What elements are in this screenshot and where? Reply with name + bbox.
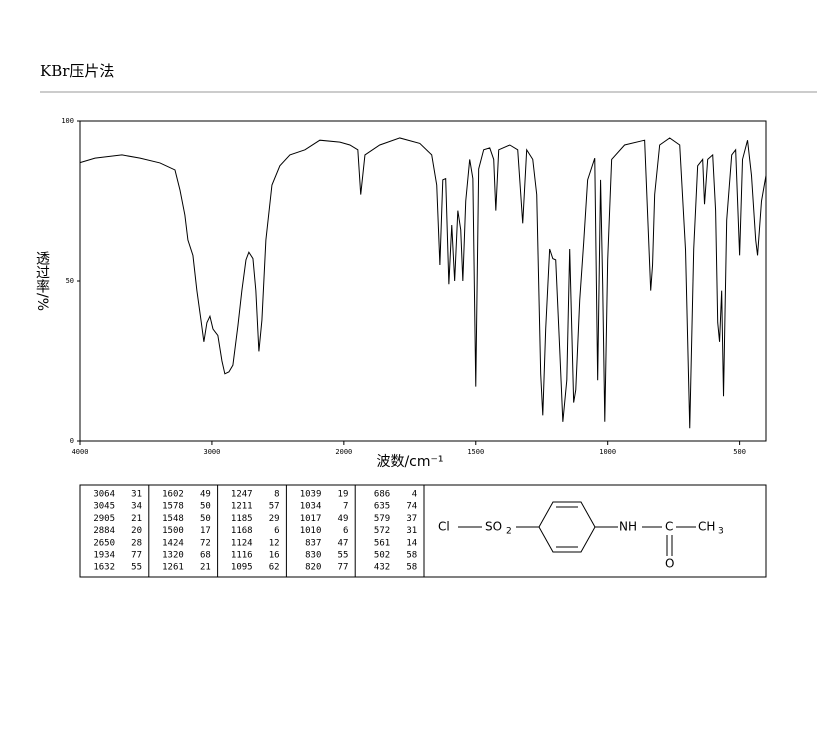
atom-label: NH — [619, 520, 637, 534]
x-tick-label: 500 — [733, 448, 746, 456]
peak-transmittance: 14 — [406, 538, 417, 548]
peak-wavenumber: 3045 — [93, 502, 115, 512]
peak-wavenumber: 1500 — [162, 526, 184, 536]
peak-transmittance: 4 — [412, 490, 417, 500]
peak-wavenumber: 837 — [305, 538, 321, 548]
peak-wavenumber: 1578 — [162, 502, 184, 512]
peak-wavenumber: 1095 — [231, 563, 253, 573]
x-tick-label: 1500 — [467, 448, 484, 456]
peak-transmittance: 50 — [200, 502, 211, 512]
peak-transmittance: 57 — [269, 502, 280, 512]
peak-transmittance: 20 — [131, 526, 142, 536]
peak-transmittance: 17 — [200, 526, 211, 536]
x-tick-label: 1000 — [599, 448, 616, 456]
peak-wavenumber: 820 — [305, 563, 321, 573]
peak-transmittance: 77 — [131, 551, 142, 561]
peak-wavenumber: 1034 — [300, 502, 322, 512]
peak-wavenumber: 1632 — [93, 563, 115, 573]
peak-wavenumber: 2905 — [93, 514, 115, 524]
peak-wavenumber: 635 — [374, 502, 390, 512]
plot-frame — [79, 120, 767, 442]
peak-wavenumber: 1039 — [300, 490, 322, 500]
peak-transmittance: 12 — [269, 538, 280, 548]
peak-transmittance: 8 — [274, 490, 279, 500]
peak-wavenumber: 1211 — [231, 502, 253, 512]
peak-transmittance: 6 — [274, 526, 279, 536]
peak-transmittance: 58 — [406, 563, 417, 573]
peak-wavenumber: 1017 — [300, 514, 322, 524]
atom-label: SO — [485, 520, 502, 534]
peak-transmittance: 72 — [200, 538, 211, 548]
peak-wavenumber: 1247 — [231, 490, 253, 500]
structure — [458, 501, 696, 556]
peak-transmittance: 28 — [131, 538, 142, 548]
atom-subscript: 3 — [718, 527, 724, 537]
peak-wavenumber: 1185 — [231, 514, 253, 524]
peak-transmittance: 55 — [131, 563, 142, 573]
atom-label: CH — [698, 520, 715, 534]
peak-transmittance: 49 — [200, 490, 211, 500]
peak-transmittance: 50 — [200, 514, 211, 524]
peak-wavenumber: 1320 — [162, 551, 184, 561]
peak-transmittance: 77 — [338, 563, 349, 573]
peak-transmittance: 55 — [338, 551, 349, 561]
peak-transmittance: 62 — [269, 563, 280, 573]
peak-transmittance: 7 — [343, 502, 348, 512]
peak-wavenumber: 1116 — [231, 551, 253, 561]
peak-wavenumber: 2650 — [93, 538, 115, 548]
peak-transmittance: 6 — [343, 526, 348, 536]
peak-wavenumber: 1602 — [162, 490, 184, 500]
peak-transmittance: 47 — [338, 538, 349, 548]
benzene-ring — [538, 501, 596, 553]
peak-transmittance: 49 — [338, 514, 349, 524]
x-tick-label: 3000 — [203, 448, 220, 456]
atom-subscript: 2 — [506, 527, 512, 537]
peak-wavenumber: 432 — [374, 563, 390, 573]
peak-transmittance: 16 — [269, 551, 280, 561]
atom-label: O — [665, 557, 674, 571]
peak-wavenumber: 1124 — [231, 538, 253, 548]
peak-wavenumber: 686 — [374, 490, 390, 500]
peak-wavenumber: 502 — [374, 551, 390, 561]
peak-transmittance: 74 — [406, 502, 417, 512]
peak-wavenumber: 1548 — [162, 514, 184, 524]
peak-wavenumber: 3064 — [93, 490, 115, 500]
peak-transmittance: 68 — [200, 551, 211, 561]
y-axis-label: 透过率/% — [34, 251, 50, 311]
atom-label: Cl — [438, 520, 450, 534]
atom-label: C — [665, 520, 673, 534]
y-tick-label: 100 — [61, 117, 74, 125]
peak-transmittance: 37 — [406, 514, 417, 524]
peak-wavenumber: 1934 — [93, 551, 115, 561]
y-tick-label: 50 — [66, 277, 74, 285]
peak-transmittance: 29 — [269, 514, 280, 524]
peak-transmittance: 31 — [131, 490, 142, 500]
table-frame — [79, 484, 767, 578]
x-axis-label: 波数/cm⁻¹ — [376, 454, 443, 470]
peak-wavenumber: 561 — [374, 538, 390, 548]
peak-wavenumber: 1261 — [162, 563, 184, 573]
peak-wavenumber: 579 — [374, 514, 390, 524]
peak-transmittance: 31 — [406, 526, 417, 536]
peak-wavenumber: 572 — [374, 526, 390, 536]
peak-transmittance: 21 — [200, 563, 211, 573]
x-tick-label: 2000 — [335, 448, 352, 456]
peak-wavenumber: 1010 — [300, 526, 322, 536]
x-tick-label: 4000 — [72, 448, 89, 456]
peak-transmittance: 34 — [131, 502, 142, 512]
peak-wavenumber: 2884 — [93, 526, 115, 536]
peak-transmittance: 21 — [131, 514, 142, 524]
peak-wavenumber: 830 — [305, 551, 321, 561]
y-tick-label: 0 — [70, 437, 74, 445]
spectrum-line — [79, 137, 767, 429]
peak-transmittance: 19 — [338, 490, 349, 500]
page-title: KBr压片法 — [40, 62, 114, 80]
peak-transmittance: 58 — [406, 551, 417, 561]
peak-wavenumber: 1424 — [162, 538, 184, 548]
peak-wavenumber: 1168 — [231, 526, 253, 536]
